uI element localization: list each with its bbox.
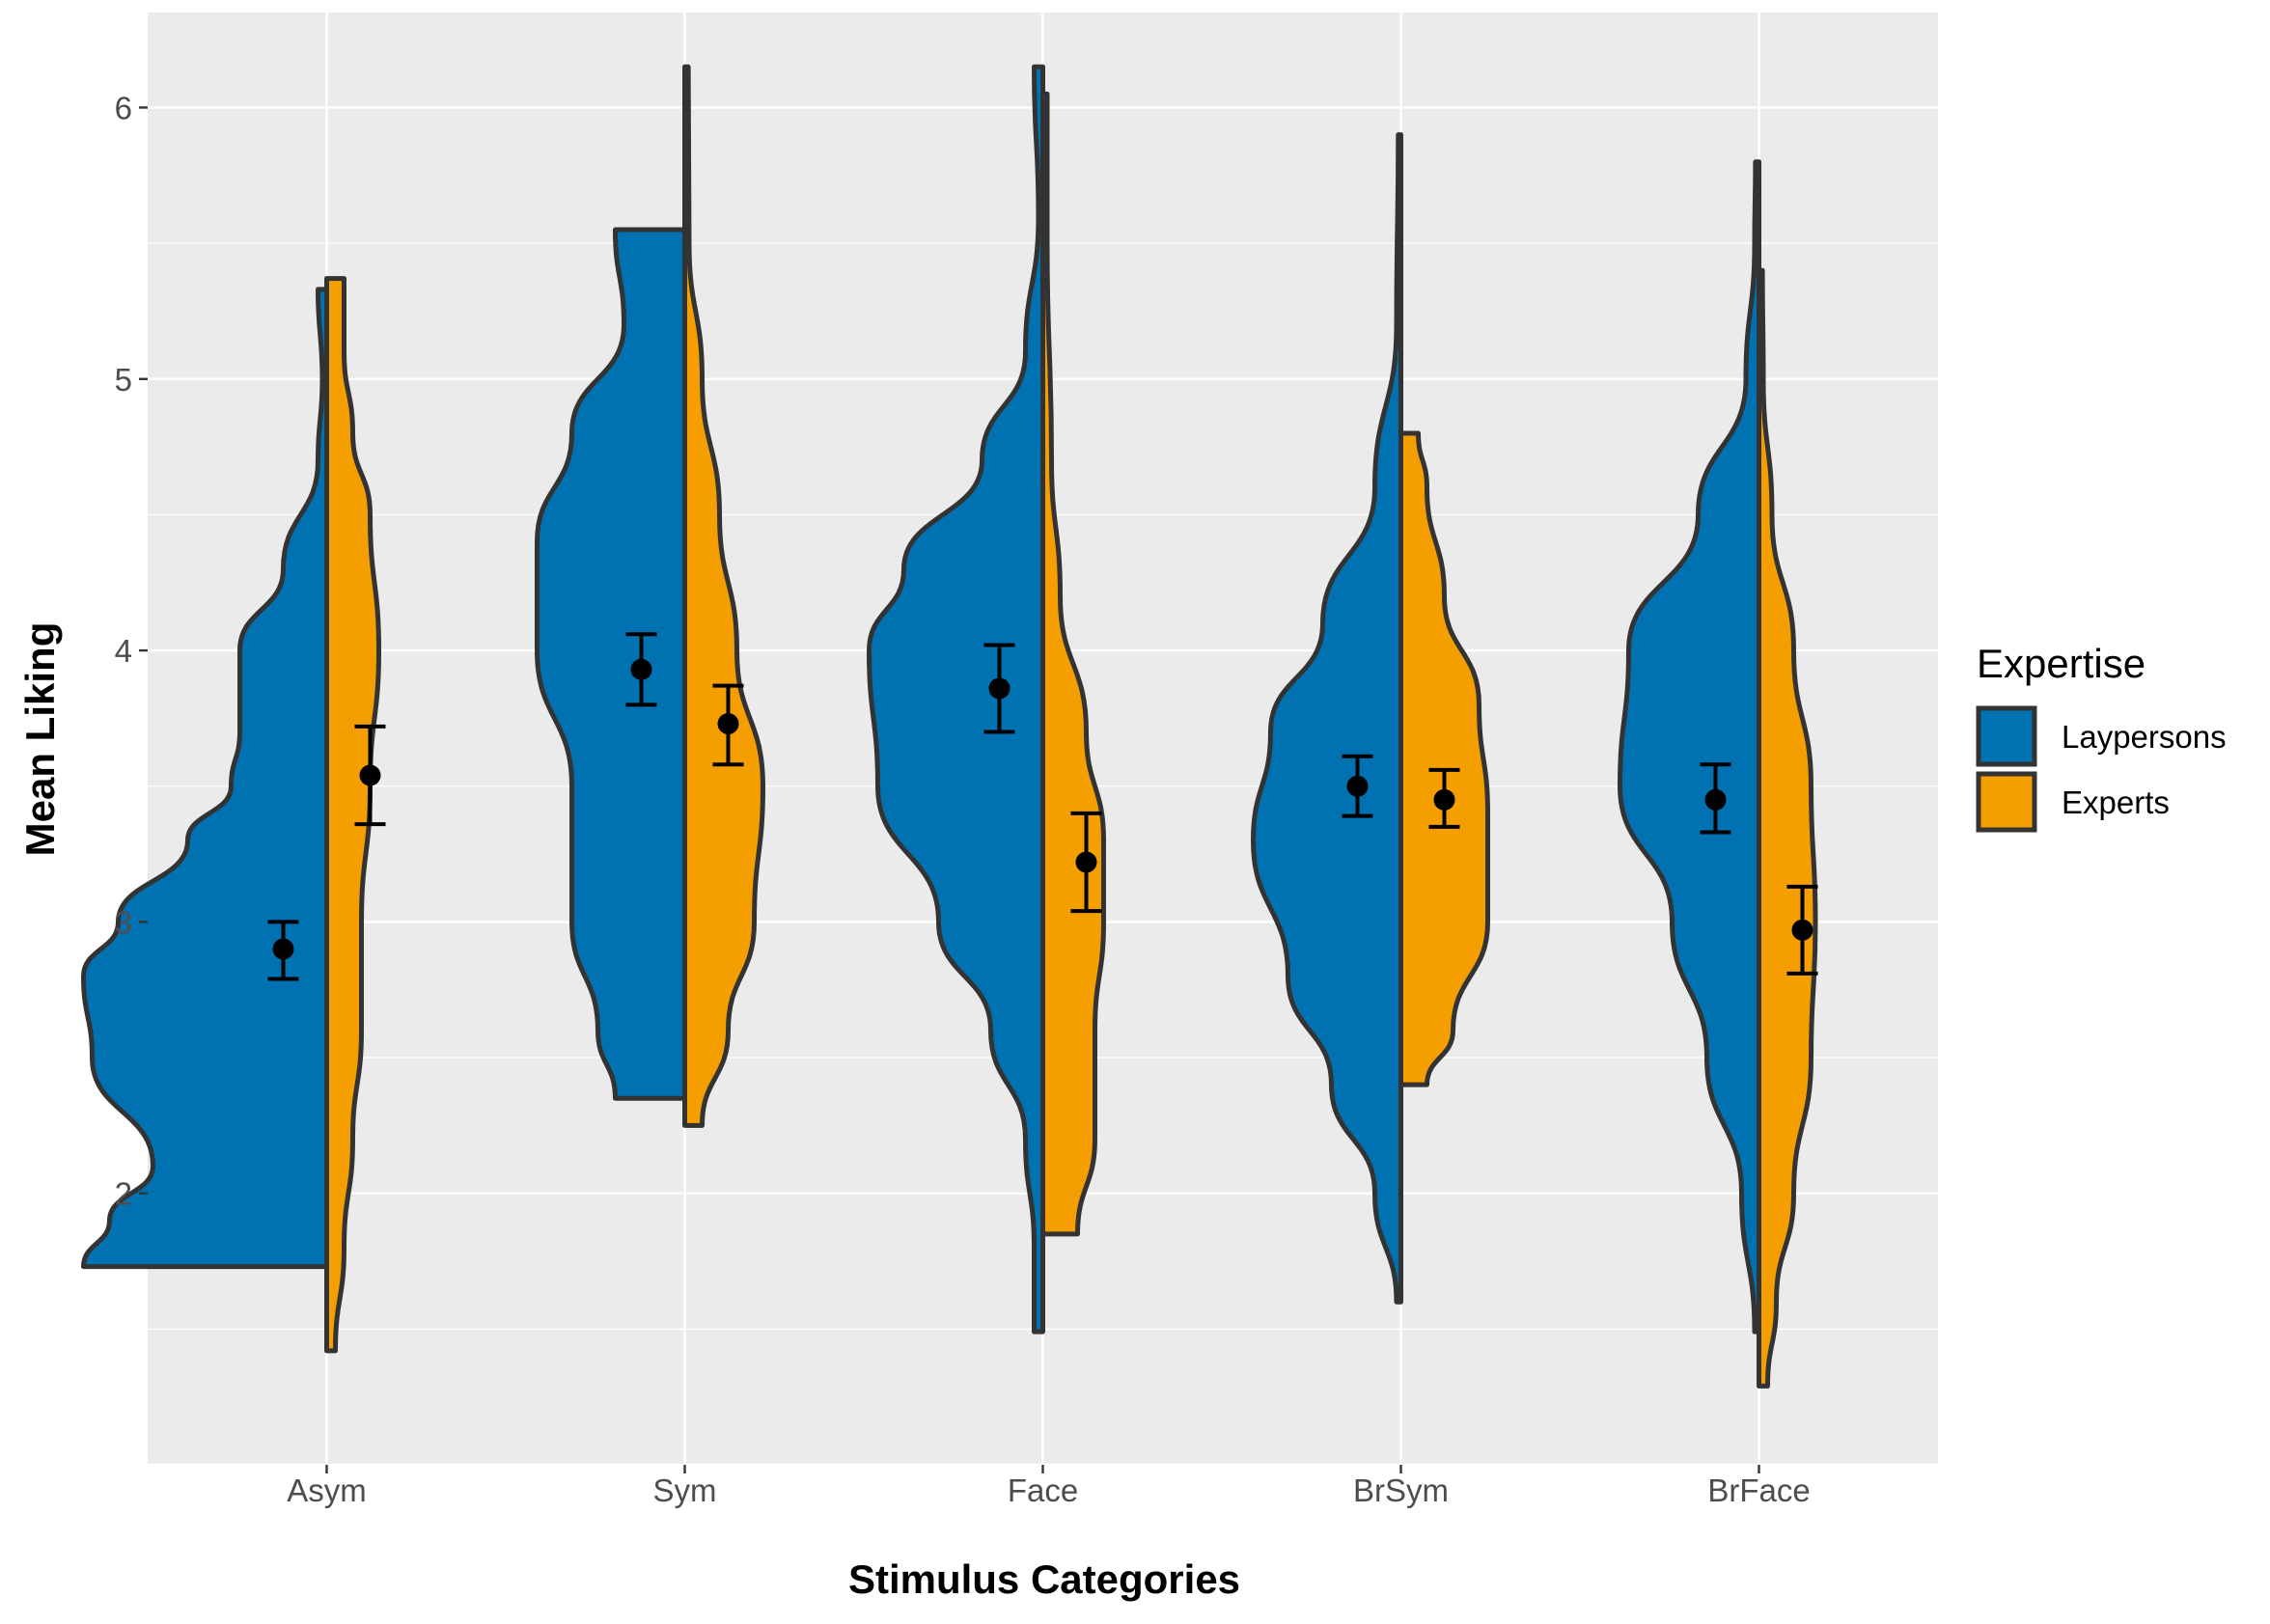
x-tick-label: Asym <box>287 1473 367 1508</box>
x-axis-title: Stimulus Categories <box>848 1556 1240 1602</box>
mean-point-experts-sym <box>717 713 739 735</box>
violin-experts-face <box>1040 91 1107 1237</box>
y-tick-label: 5 <box>115 362 132 398</box>
violin-laypersons-brsym <box>1251 132 1403 1305</box>
violin-experts-brsym <box>1398 430 1491 1087</box>
mean-point-laypersons-face <box>988 677 1010 700</box>
mean-point-experts-face <box>1075 851 1097 873</box>
violin-experts-brface <box>1757 267 1818 1389</box>
violin-laypersons-face <box>867 64 1045 1335</box>
error-bars <box>267 632 1818 981</box>
violin-experts-sym <box>682 64 765 1128</box>
mean-point-experts-brsym <box>1433 788 1455 811</box>
legend-title: Expertise <box>1977 641 2145 686</box>
mean-point-laypersons-asym <box>272 938 294 960</box>
legend: Expertise Laypersons Experts <box>1976 641 2227 833</box>
x-tick-label: Face <box>1008 1473 1078 1508</box>
violin-laypersons-asym <box>81 287 329 1270</box>
mean-point-experts-asym <box>359 764 381 786</box>
x-axis-ticks: Asym Sym Face BrSym BrFace <box>287 1465 1811 1508</box>
x-tick-label: Sym <box>653 1473 717 1508</box>
y-tick-label: 3 <box>115 904 132 940</box>
legend-swatch-laypersons <box>1976 705 2037 767</box>
y-axis-ticks: 2 3 4 5 6 <box>115 90 148 1212</box>
y-tick-label: 6 <box>115 90 132 125</box>
y-axis-title: Mean Liking <box>17 622 63 857</box>
legend-swatch-experts <box>1976 771 2037 833</box>
violin-laypersons-sym <box>534 227 687 1101</box>
mean-point-laypersons-sym <box>630 658 652 680</box>
y-tick-label: 4 <box>115 633 132 669</box>
legend-label-laypersons: Laypersons <box>2062 719 2227 755</box>
y-tick-label: 2 <box>115 1176 132 1212</box>
violin-laypersons-brface <box>1618 159 1761 1335</box>
mean-point-laypersons-brface <box>1704 788 1727 811</box>
x-tick-label: BrSym <box>1353 1473 1449 1508</box>
violins <box>81 64 1818 1389</box>
mean-point-laypersons-brsym <box>1346 775 1369 797</box>
x-tick-label: BrFace <box>1707 1473 1810 1508</box>
mean-point-experts-brface <box>1791 919 1813 941</box>
legend-label-experts: Experts <box>2062 784 2170 820</box>
